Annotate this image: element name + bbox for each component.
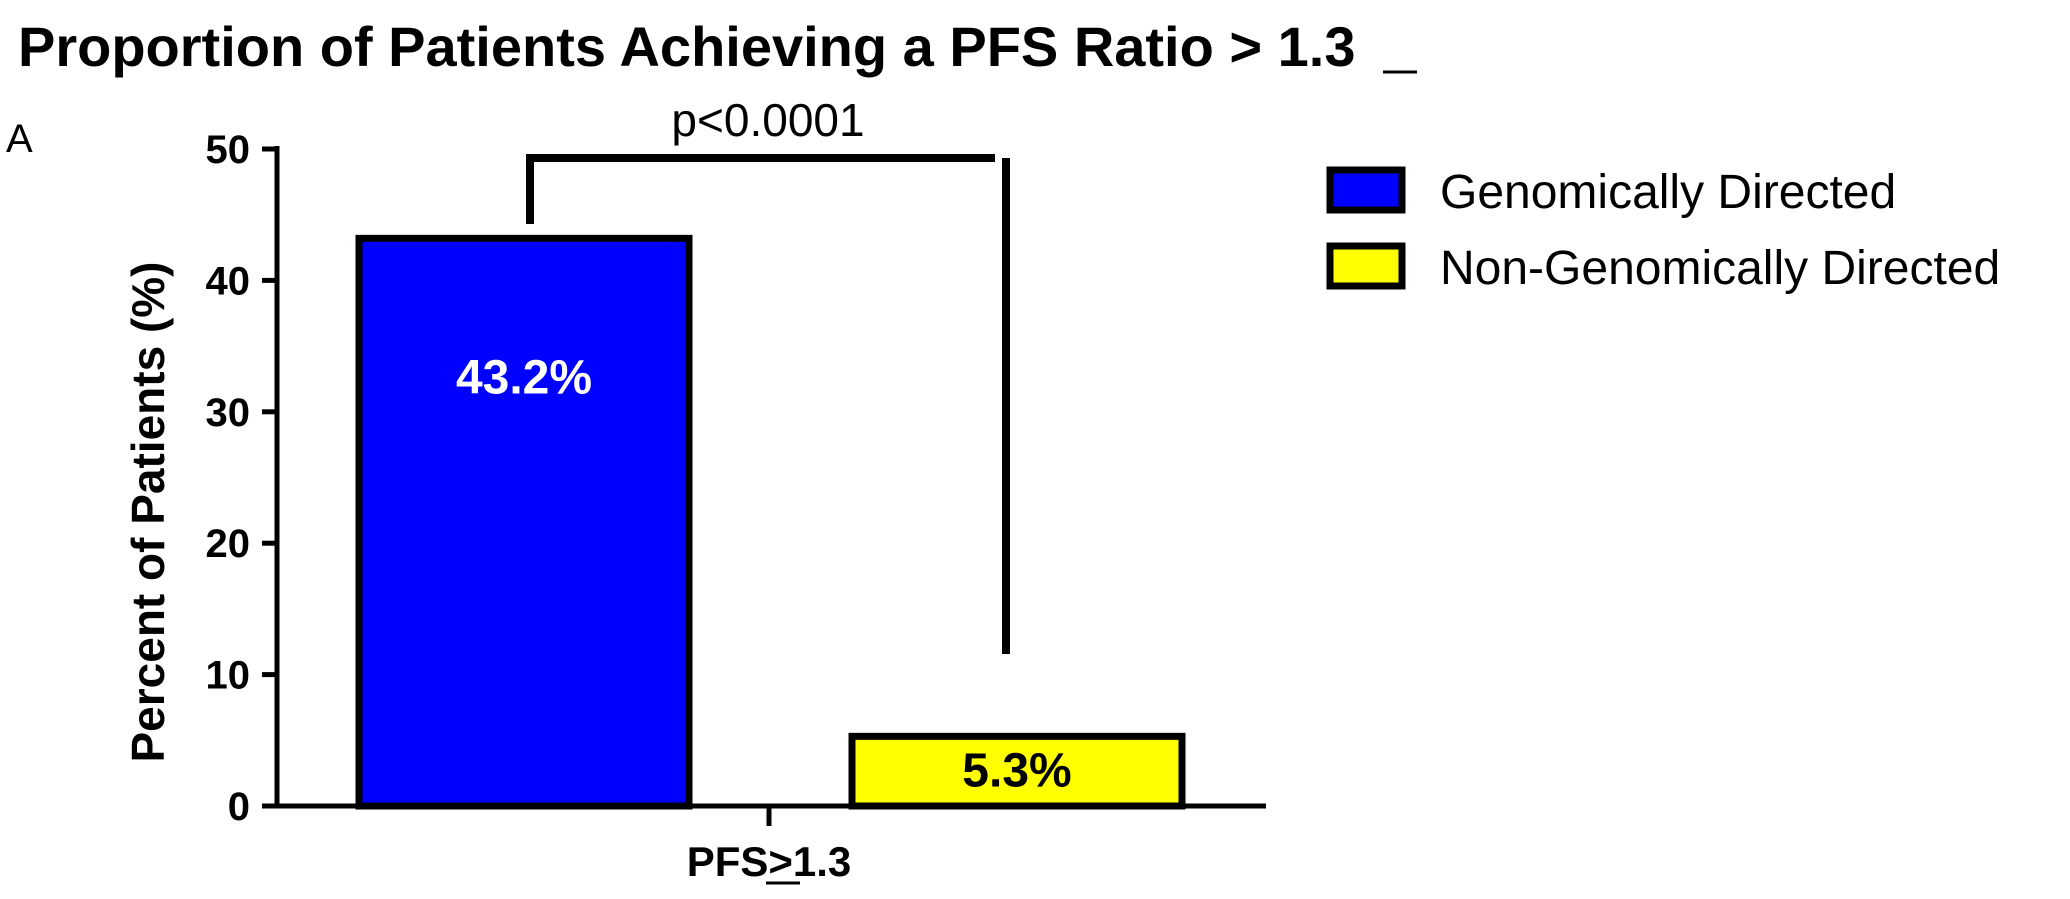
legend-label: Non-Genomically Directed xyxy=(1440,242,2000,295)
y-tick-label: 50 xyxy=(206,128,251,172)
y-tick-label: 0 xyxy=(228,785,250,829)
y-tick-label: 30 xyxy=(206,391,251,435)
p-value-annotation: p<0.0001 xyxy=(671,94,864,146)
legend-swatch xyxy=(1326,166,1406,214)
x-category-label: PFS>1.3 xyxy=(687,838,852,885)
bar-value-label: 43.2% xyxy=(456,351,592,404)
bar-value-label: 5.3% xyxy=(962,744,1071,797)
y-axis-title: Percent of Patients (%) xyxy=(122,262,174,763)
y-axis-ticks: 0 10 20 30 40 50 xyxy=(206,128,277,829)
chart-title: Proportion of Patients Achieving a PFS R… xyxy=(18,15,1356,78)
panel-label: A xyxy=(6,117,33,161)
bars-group: 43.2% 5.3% xyxy=(355,234,1186,810)
y-tick-label: 20 xyxy=(206,522,251,566)
y-tick-label: 10 xyxy=(206,654,251,698)
bar-genomically-directed xyxy=(355,234,693,810)
significance-bracket xyxy=(526,154,995,224)
legend-label: Genomically Directed xyxy=(1440,166,1896,219)
bar-non-genomically-directed xyxy=(848,732,1186,810)
y-tick-label: 40 xyxy=(206,259,251,303)
legend-swatch xyxy=(1326,242,1406,290)
chart-legend: Genomically Directed Non-Genomically Dire… xyxy=(1326,166,2000,295)
